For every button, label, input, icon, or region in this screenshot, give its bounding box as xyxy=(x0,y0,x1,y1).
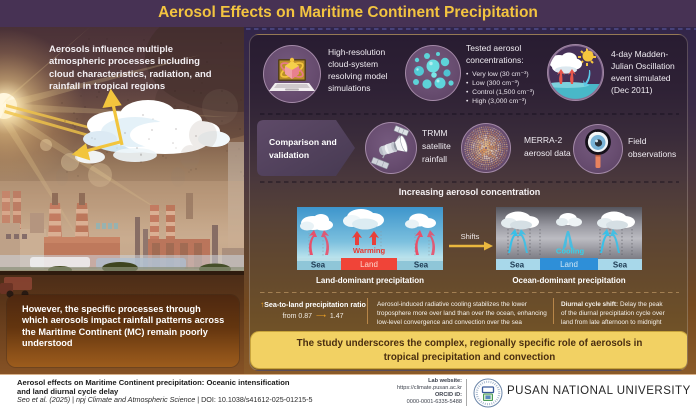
svg-text:Warming: Warming xyxy=(353,246,386,255)
svg-text:Sea: Sea xyxy=(414,261,429,270)
svg-text:Sea: Sea xyxy=(613,261,628,270)
svg-text:Land: Land xyxy=(360,260,378,269)
svg-text:Cooling: Cooling xyxy=(556,247,585,256)
svg-text:Sea: Sea xyxy=(510,261,525,270)
svg-text:Land: Land xyxy=(560,260,578,269)
svg-text:Sea: Sea xyxy=(311,261,326,270)
